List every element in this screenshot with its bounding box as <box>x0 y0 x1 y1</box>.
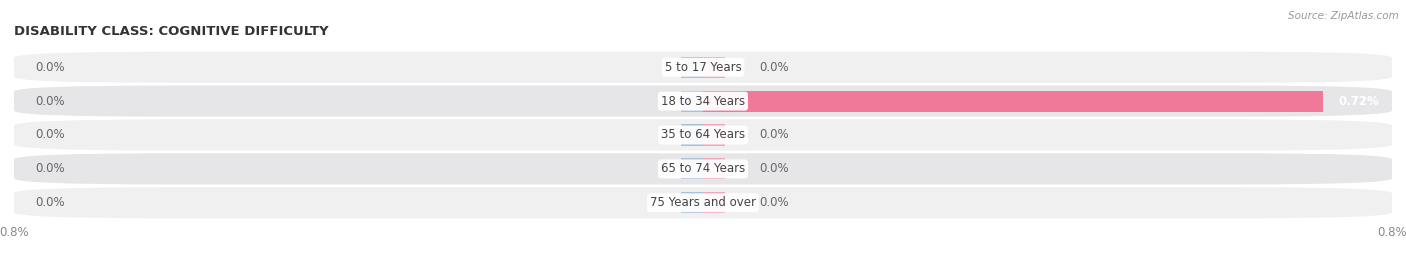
FancyBboxPatch shape <box>14 86 1392 117</box>
Text: DISABILITY CLASS: COGNITIVE DIFFICULTY: DISABILITY CLASS: COGNITIVE DIFFICULTY <box>14 25 329 38</box>
FancyBboxPatch shape <box>14 119 1392 151</box>
Text: 65 to 74 Years: 65 to 74 Years <box>661 162 745 176</box>
Bar <box>703 91 1323 112</box>
Text: 0.0%: 0.0% <box>35 162 65 176</box>
Text: 0.0%: 0.0% <box>35 94 65 108</box>
Bar <box>703 192 724 213</box>
Text: 75 Years and over: 75 Years and over <box>650 196 756 209</box>
Text: 0.0%: 0.0% <box>35 196 65 209</box>
Bar <box>682 124 703 146</box>
Bar <box>703 158 724 179</box>
Text: 0.72%: 0.72% <box>1339 94 1379 108</box>
Text: 18 to 34 Years: 18 to 34 Years <box>661 94 745 108</box>
FancyBboxPatch shape <box>14 52 1392 83</box>
FancyBboxPatch shape <box>14 153 1392 184</box>
Text: Source: ZipAtlas.com: Source: ZipAtlas.com <box>1288 11 1399 21</box>
Text: 0.0%: 0.0% <box>35 61 65 74</box>
Bar <box>703 124 724 146</box>
FancyBboxPatch shape <box>14 187 1392 218</box>
Bar <box>703 57 724 78</box>
Bar <box>682 91 703 112</box>
Text: 0.0%: 0.0% <box>759 61 789 74</box>
Text: 0.0%: 0.0% <box>759 162 789 176</box>
Bar <box>682 158 703 179</box>
Text: 0.0%: 0.0% <box>759 129 789 141</box>
Text: 0.0%: 0.0% <box>35 129 65 141</box>
Text: 35 to 64 Years: 35 to 64 Years <box>661 129 745 141</box>
Bar <box>682 57 703 78</box>
Bar <box>682 192 703 213</box>
Text: 0.0%: 0.0% <box>759 196 789 209</box>
Text: 5 to 17 Years: 5 to 17 Years <box>665 61 741 74</box>
